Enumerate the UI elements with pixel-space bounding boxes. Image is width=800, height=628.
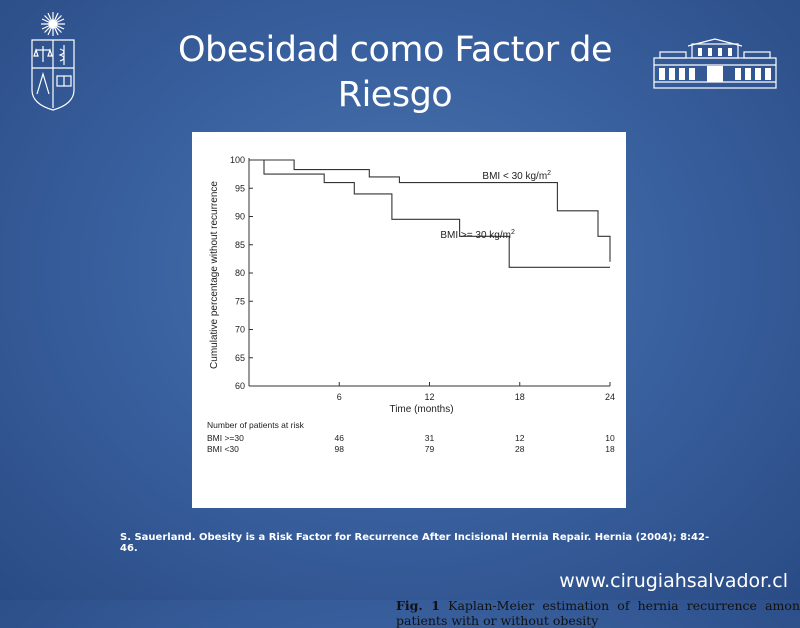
website-url: www.cirugiahsalvador.cl [559, 570, 788, 592]
x-axis-title: Time (months) [389, 404, 453, 415]
y-tick-label: 95 [235, 183, 245, 193]
university-crest-logo [31, 12, 75, 111]
figure-panel: 60 65 70 75 80 85 90 95 100 6 12 18 24 Time (months) C… [192, 132, 800, 628]
y-tick-label: 90 [235, 212, 245, 222]
risk-table-cell: 46 [335, 433, 345, 443]
y-tick-label: 80 [235, 268, 245, 278]
risk-table-row-label: BMI >=30 [207, 433, 244, 443]
y-tick-label: 100 [230, 155, 245, 165]
series-line-bmi-30-or-more [249, 159, 610, 268]
risk-table-cell: 31 [425, 433, 435, 443]
kaplan-meier-chart: 60 65 70 75 80 85 90 95 100 6 12 18 24 Time (months) C… [207, 155, 615, 454]
risk-table-cell: 12 [515, 433, 525, 443]
figure-caption-label: Fig. 1 [396, 598, 440, 613]
hospital-building-logo [653, 38, 777, 89]
risk-table-row-label: BMI <30 [207, 444, 239, 454]
citation-text: S. Sauerland. Obesity is a Risk Factor f… [120, 532, 710, 554]
y-tick-label: 60 [235, 381, 245, 391]
risk-table-header: Number of patients at risk [207, 420, 305, 430]
risk-table-cell: 98 [335, 444, 345, 454]
risk-table-cell: 10 [605, 433, 615, 443]
y-tick-label: 65 [235, 353, 245, 363]
y-tick-label: 85 [235, 240, 245, 250]
figure-caption-text: Kaplan-Meier estimation of hernia recurr… [396, 598, 800, 628]
x-tick-label: 24 [605, 392, 615, 402]
y-tick-label: 70 [235, 325, 245, 335]
x-tick-label: 12 [424, 392, 434, 402]
x-tick-label: 18 [515, 392, 525, 402]
risk-table-cell: 79 [425, 444, 435, 454]
star-icon [41, 12, 65, 36]
series-label: BMI >= 30 kg/m2 [440, 229, 515, 241]
y-axis-title: Cumulative percentage without recurrence [209, 181, 220, 369]
x-tick-label: 6 [337, 392, 342, 402]
y-tick-label: 75 [235, 296, 245, 306]
risk-table-cell: 28 [515, 444, 525, 454]
series-label: BMI < 30 kg/m2 [482, 170, 551, 182]
risk-table-cell: 18 [605, 444, 615, 454]
series-line-bmi-under-30 [249, 159, 611, 262]
slide-title: Obesidad como Factor de Riesgo [177, 30, 613, 115]
figure-caption: Fig. 1 Kaplan-Meier estimation of hernia… [396, 598, 800, 628]
